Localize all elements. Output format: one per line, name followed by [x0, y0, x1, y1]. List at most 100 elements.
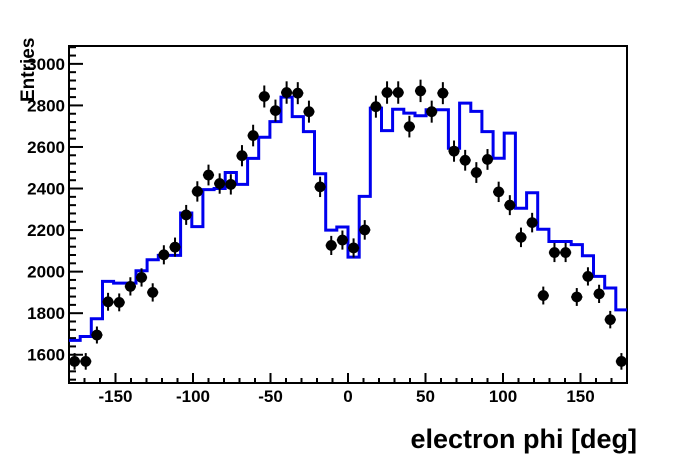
data-point [113, 293, 125, 312]
data-point-marker [515, 231, 527, 243]
data-point-marker [381, 87, 393, 98]
data-point [571, 288, 583, 306]
data-point-marker [225, 178, 237, 190]
data-point-marker [604, 314, 616, 326]
data-point-marker [493, 186, 505, 198]
y-tick-label: 2600 [27, 138, 65, 157]
data-point [225, 174, 237, 195]
data-point-marker [102, 296, 114, 308]
data-point [314, 176, 326, 198]
axis-tick-labels: -150 -100 -50 0 50 100 150 1600 1800 2000 2200 2400… [27, 55, 595, 406]
y-tick-label: 2000 [27, 263, 65, 282]
data-point [537, 286, 549, 305]
data-point [191, 181, 203, 202]
y-tick-label: 2800 [27, 96, 65, 115]
data-point-marker [415, 85, 426, 97]
data-point [281, 81, 293, 104]
data-point [102, 292, 114, 311]
data-point-marker [359, 224, 371, 236]
x-tick-label: -150 [98, 387, 132, 406]
data-point [548, 242, 561, 263]
data-point [303, 100, 315, 123]
data-point-marker [314, 181, 326, 193]
data-point [448, 140, 460, 162]
data-point [403, 115, 415, 138]
data-point [414, 79, 427, 103]
data-point [292, 82, 304, 105]
data-point [202, 164, 215, 186]
data-point-marker [392, 87, 404, 98]
data-point-marker [203, 169, 214, 181]
data-point-marker [69, 355, 80, 367]
data-point [80, 353, 92, 370]
data-point [526, 212, 538, 233]
data-point [258, 85, 270, 108]
data-point [582, 267, 594, 286]
y-tick-label: 1800 [27, 304, 65, 323]
data-point-marker [370, 101, 382, 113]
axis-ticks [69, 46, 613, 383]
data-point [135, 268, 148, 287]
data-point-marker [292, 87, 304, 99]
data-point-marker [136, 272, 147, 283]
y-axis-title: Entries [18, 38, 39, 102]
data-point-marker [470, 167, 482, 178]
x-axis-title: electron phi [deg] [410, 424, 637, 454]
data-point [359, 220, 371, 240]
data-point [180, 204, 192, 225]
data-point-marker [560, 247, 572, 258]
x-tick-label: 100 [489, 387, 517, 406]
data-point-marker [448, 145, 460, 157]
data-point [158, 245, 170, 265]
x-tick-label: -100 [176, 387, 210, 406]
data-point-marker [158, 249, 170, 261]
data-point [426, 100, 438, 123]
data-point-marker [437, 87, 449, 99]
data-point [325, 235, 337, 256]
data-points-series [69, 79, 627, 370]
data-point-marker [459, 154, 471, 166]
data-point-marker [258, 91, 270, 102]
data-point [381, 81, 393, 104]
data-point [437, 82, 449, 105]
data-point-marker [325, 240, 337, 251]
data-point-marker [537, 290, 549, 301]
data-point-marker [582, 271, 594, 282]
data-point-marker [247, 130, 259, 141]
data-point-marker [91, 329, 103, 341]
data-point [593, 284, 605, 304]
data-point [470, 162, 482, 183]
data-point [169, 237, 181, 257]
data-point [481, 149, 494, 170]
data-point [459, 149, 471, 171]
data-point [504, 195, 516, 216]
x-tick-label: -50 [258, 387, 283, 406]
data-point-marker [526, 217, 538, 229]
y-tick-label: 1600 [27, 346, 65, 365]
data-point-marker [124, 280, 136, 292]
x-tick-label: 50 [416, 387, 435, 406]
x-tick-label: 0 [343, 387, 352, 406]
data-point [269, 99, 282, 122]
data-point-marker [180, 209, 192, 221]
data-point [515, 227, 527, 248]
data-point [236, 145, 248, 167]
data-point [493, 181, 505, 203]
data-point-marker [147, 287, 159, 298]
data-point [615, 353, 627, 370]
data-point-marker [403, 121, 415, 133]
y-tick-label: 2200 [27, 221, 65, 240]
data-point-marker [504, 199, 516, 211]
data-point [214, 173, 226, 194]
data-point-marker [571, 291, 583, 303]
data-point-marker [303, 106, 315, 118]
data-point [247, 124, 259, 147]
data-point-marker [191, 186, 203, 197]
data-point-marker [270, 105, 281, 117]
data-point-marker [337, 234, 348, 246]
data-point [392, 81, 404, 104]
data-point-marker [348, 242, 359, 254]
data-point-marker [80, 355, 92, 367]
